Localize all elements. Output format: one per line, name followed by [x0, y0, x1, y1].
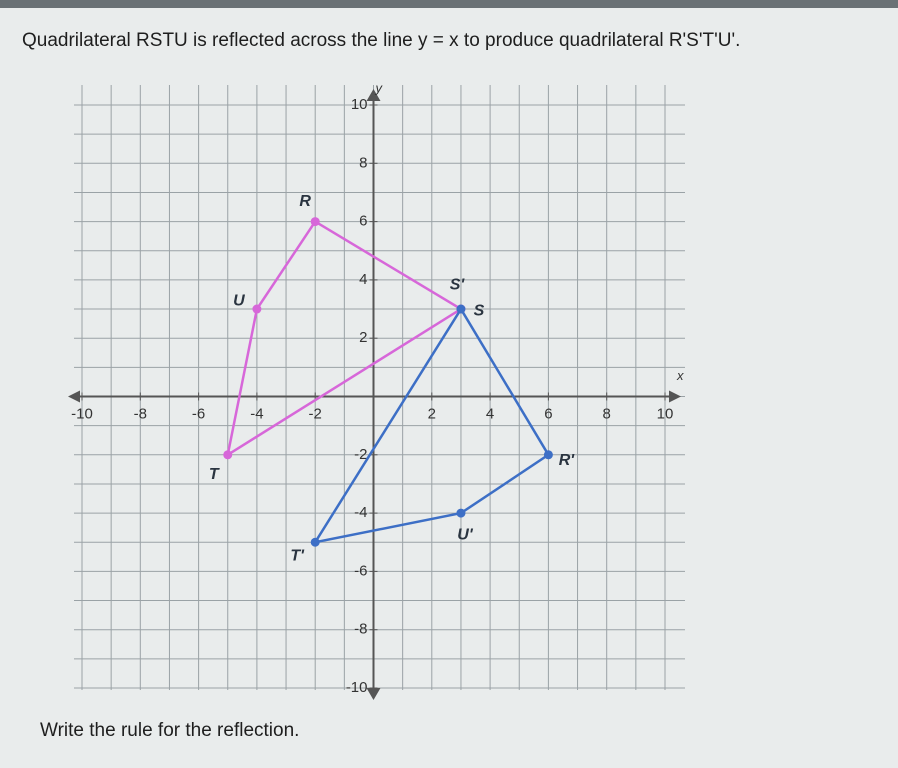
x-tick-label: 10 [657, 405, 674, 422]
x-tick-label: 2 [428, 405, 436, 422]
arrow [366, 89, 381, 101]
y-tick-label: 4 [359, 271, 367, 288]
x-tick-label: 6 [544, 405, 552, 422]
axis-label: x [676, 368, 684, 383]
vertex [223, 450, 233, 460]
vertex [310, 217, 320, 227]
x-tick-label: -10 [71, 405, 93, 422]
y-tick-label: -2 [354, 446, 367, 463]
x-tick-label: -6 [192, 405, 205, 422]
x-tick-label: 8 [603, 405, 611, 422]
vertex-label: T [209, 466, 220, 483]
x-tick-label: -4 [250, 405, 263, 422]
y-tick-label: -10 [346, 679, 368, 696]
arrow [68, 390, 80, 403]
vertex-label: S' [450, 276, 466, 293]
vertex [456, 304, 466, 314]
y-tick-label: 10 [351, 96, 368, 113]
vertex-label: R' [559, 452, 576, 469]
question: Quadrilateral RSTU is reflected across t… [22, 30, 741, 51]
y-tick-label: 2 [359, 329, 367, 346]
x-tick-label: -2 [309, 405, 322, 422]
y-tick-label: -4 [354, 504, 367, 521]
arrow [366, 688, 381, 700]
y-tick-label: -6 [354, 562, 367, 579]
y-tick-label: -8 [354, 621, 367, 638]
x-tick-label: -8 [134, 405, 147, 422]
y-tick-label: 8 [359, 154, 367, 171]
vertex-label: U' [457, 526, 474, 543]
top-bar [0, 0, 898, 8]
prompt: Write the rule for the reflection. [40, 720, 300, 741]
vertex [543, 450, 553, 460]
vertex-label: U [233, 292, 245, 309]
arrow [669, 390, 681, 403]
axis-label: y [375, 80, 384, 95]
vertex [456, 508, 466, 518]
vertex-label: S [474, 302, 485, 319]
vertex [252, 304, 262, 314]
y-tick-label: 6 [359, 213, 367, 230]
vertex-label: T' [290, 547, 305, 564]
vertex [310, 537, 320, 547]
vertex-label: R [299, 193, 311, 210]
x-tick-label: 4 [486, 405, 494, 422]
